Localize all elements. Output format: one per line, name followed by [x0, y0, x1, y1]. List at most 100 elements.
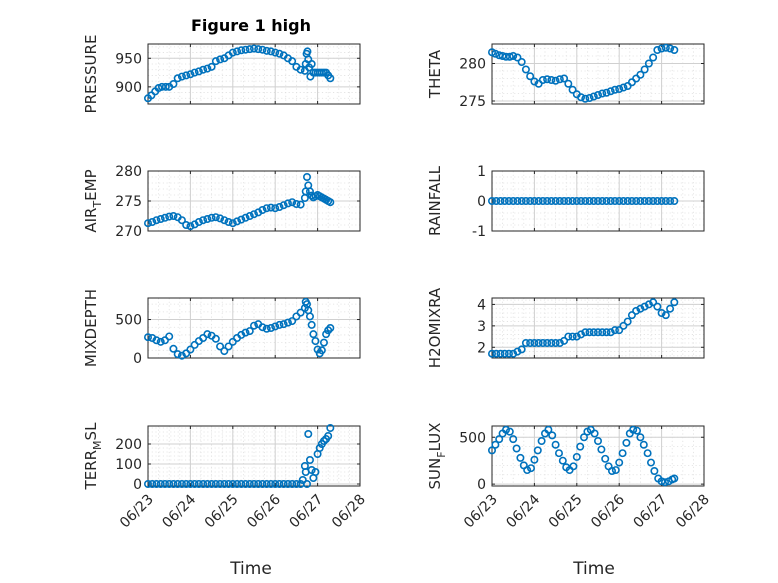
sun-flux-y-tick-label: 0	[477, 477, 486, 493]
rainfall-point	[500, 197, 509, 206]
terr-msl-point	[173, 479, 182, 488]
sun-flux-point	[650, 466, 659, 475]
h2omixra-point	[526, 338, 535, 347]
rainfall-point	[610, 197, 619, 206]
terr-msl-point	[245, 479, 254, 488]
theta-point	[619, 83, 628, 92]
sun-flux-point	[629, 425, 638, 434]
h2omixra-point	[593, 328, 602, 337]
sun-flux-point	[590, 429, 599, 438]
sun-flux-point	[516, 453, 525, 462]
air-temp-point	[302, 173, 311, 182]
terr-msl-y-tick-label: 0	[133, 477, 142, 493]
terr-msl-point	[288, 479, 297, 488]
h2omixra-point	[521, 338, 530, 347]
rainfall-point	[632, 197, 641, 206]
mixdepth-point	[266, 323, 275, 332]
terr-msl-point	[315, 443, 324, 452]
pressure-point	[211, 57, 220, 66]
sun-flux-x-tick-label: 06/26	[588, 491, 628, 531]
mixdepth-point	[305, 312, 314, 321]
sun-flux-point	[548, 431, 557, 440]
pressure-point	[303, 47, 312, 56]
terr-msl-y-tick-label: 200	[115, 437, 142, 453]
theta-point	[543, 75, 552, 84]
air-temp-y-tick-label: 280	[115, 164, 142, 180]
theta-point	[644, 59, 653, 68]
h2omixra-y-axis-label: H2OMIXRA	[426, 287, 444, 368]
rainfall-point	[530, 197, 539, 206]
terr-msl-y-tick-label: 100	[115, 457, 142, 473]
terr-msl-point	[216, 479, 225, 488]
theta-point	[593, 91, 602, 100]
rainfall-point	[496, 197, 505, 206]
h2omixra-point	[543, 338, 552, 347]
air-temp-point	[199, 216, 208, 225]
rainfall-point	[577, 197, 586, 206]
rainfall-point	[627, 197, 636, 206]
h2omixra-point	[487, 349, 496, 358]
theta-point	[670, 45, 679, 54]
h2omixra-minor-grid	[492, 298, 704, 358]
mixdepth-axes-box	[147, 297, 361, 359]
pressure-point	[228, 48, 237, 57]
terr-msl-point	[254, 479, 263, 488]
theta-point	[551, 76, 560, 85]
theta-point	[589, 92, 598, 101]
rainfall-point	[585, 197, 594, 206]
pressure-axes-box	[147, 43, 361, 105]
theta-point	[640, 65, 649, 74]
rainfall-point	[606, 197, 615, 206]
air-temp-point	[186, 222, 195, 231]
sun-flux-point	[657, 477, 666, 486]
terr-msl-y-axis-label: TERRMSL	[82, 422, 104, 491]
terr-msl-point	[271, 479, 280, 488]
air-temp-point	[296, 200, 305, 209]
air-temp-point	[258, 206, 267, 215]
pressure-point	[266, 47, 275, 56]
theta-point	[653, 45, 662, 54]
air-temp-point	[305, 187, 314, 196]
pressure-point	[254, 45, 263, 54]
theta-point	[521, 65, 530, 74]
terr-msl-point	[224, 479, 233, 488]
pressure-y-axis-label: PRESSURE	[82, 35, 100, 114]
air-temp-point	[237, 215, 246, 224]
rainfall-point	[644, 197, 653, 206]
rainfall-y-tick-label: 0	[477, 194, 486, 210]
sun-flux-point	[501, 425, 510, 434]
terr-msl-point	[169, 479, 178, 488]
mixdepth-point	[283, 318, 292, 327]
air-temp-point	[207, 213, 216, 222]
pressure-y-tick-label: 900	[115, 80, 142, 96]
mixdepth-point	[241, 328, 250, 337]
air-temp-point	[233, 217, 242, 226]
terr-msl-x-tick-label: 06/26	[244, 491, 284, 531]
h2omixra-point	[500, 349, 509, 358]
theta-point	[517, 57, 526, 66]
air-temp-point	[279, 201, 288, 210]
theta-panel: 275 280 THETA	[426, 43, 705, 110]
air-temp-panel: 270 275 280 AIRTEMP	[82, 164, 361, 240]
mixdepth-y-tick-label: 0	[133, 351, 142, 367]
theta-point	[666, 44, 675, 53]
air-temp-point	[194, 218, 203, 227]
rainfall-point	[534, 197, 543, 206]
sun-flux-x-tick-label: 06/23	[461, 492, 501, 532]
sun-flux-point	[618, 449, 627, 458]
theta-point	[501, 52, 510, 61]
pressure-point	[169, 80, 178, 89]
theta-point	[606, 87, 615, 96]
terr-msl-point	[194, 479, 203, 488]
pressure-point	[288, 57, 297, 66]
rainfall-point	[547, 197, 556, 206]
rainfall-point	[543, 197, 552, 206]
terr-msl-point	[324, 431, 333, 440]
mixdepth-point	[165, 332, 174, 341]
h2omixra-point	[530, 338, 539, 347]
theta-point	[526, 72, 535, 81]
h2omixra-point	[560, 336, 569, 345]
terr-msl-point	[165, 479, 174, 488]
pressure-point	[157, 82, 166, 91]
terr-msl-major-grid	[148, 426, 360, 486]
